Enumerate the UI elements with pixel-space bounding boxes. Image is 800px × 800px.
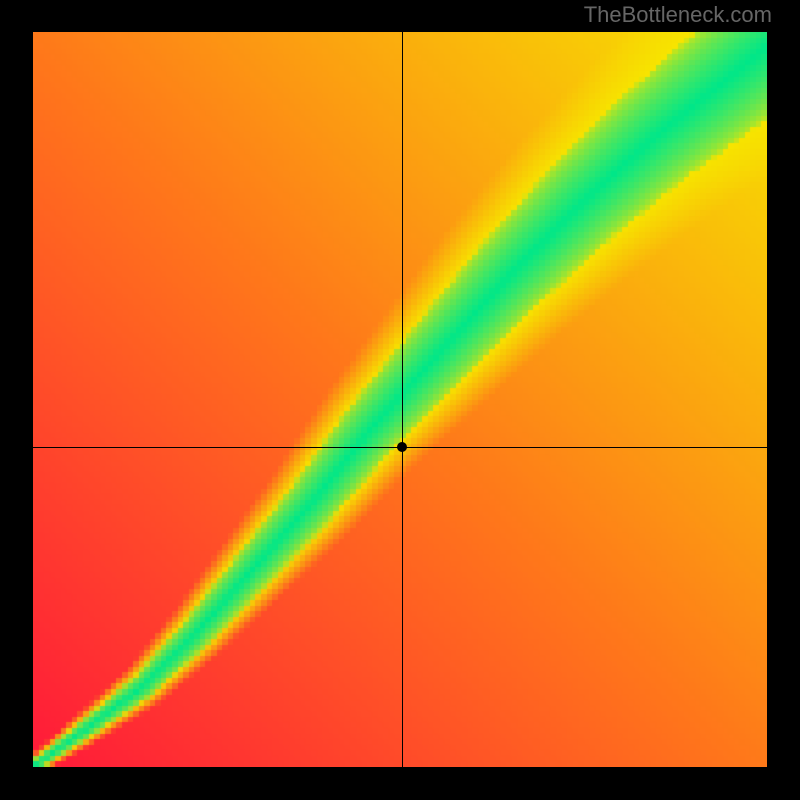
crosshair-vertical [402,32,403,767]
watermark-text: TheBottleneck.com [584,2,772,28]
heatmap-canvas [33,32,767,767]
